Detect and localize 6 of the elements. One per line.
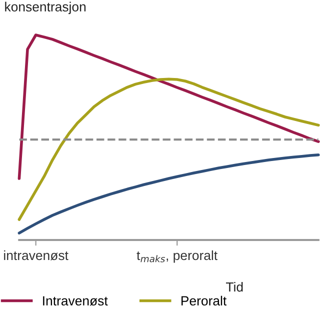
x-tick-label: t$_{maks}$, peroralt bbox=[136, 250, 218, 263]
x-axis-title: Tid bbox=[226, 282, 243, 292]
legend-label: Peroralt bbox=[182, 296, 227, 306]
legend-label: Intravenøst bbox=[43, 296, 108, 306]
x-tick-label: intravenøst bbox=[4, 250, 68, 260]
y-axis-title: konsentrasjon bbox=[5, 2, 86, 14]
